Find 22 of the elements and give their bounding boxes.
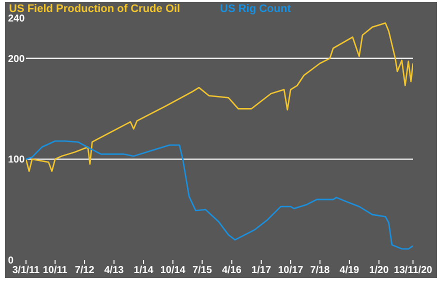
y-tick-label: 240 [8, 14, 26, 25]
x-tick-label: 4/19 [340, 265, 360, 276]
y-tick-label: 200 [8, 54, 26, 65]
x-tick-label: 4/16 [222, 265, 242, 276]
x-tick-label: 13/11/20 [394, 265, 433, 276]
x-tick-label: 1/14 [134, 265, 154, 276]
y-tick-label: 100 [8, 154, 26, 166]
line-series [26, 22, 413, 172]
x-tick-label: 7/18 [310, 265, 330, 276]
text: US Field Production of Crude Oil [9, 3, 182, 15]
x-tick-label: 7/15 [192, 265, 212, 276]
y-tick-label: 0 [8, 256, 14, 267]
x-tick-label: 7/12 [74, 265, 95, 276]
x-tick-label: 10/11 [42, 265, 68, 276]
x-tick-label: 3/1/11 [12, 265, 40, 276]
x-tick-label: 10/17 [278, 265, 304, 276]
x-tick-label: 10/14 [160, 265, 186, 276]
x-tick-label: 1/20 [369, 265, 390, 276]
text: US Rig Count [220, 3, 292, 15]
line-series [26, 140, 413, 250]
x-tick-label: 4/13 [104, 265, 124, 276]
x-tick-label: 1/17 [252, 265, 272, 276]
